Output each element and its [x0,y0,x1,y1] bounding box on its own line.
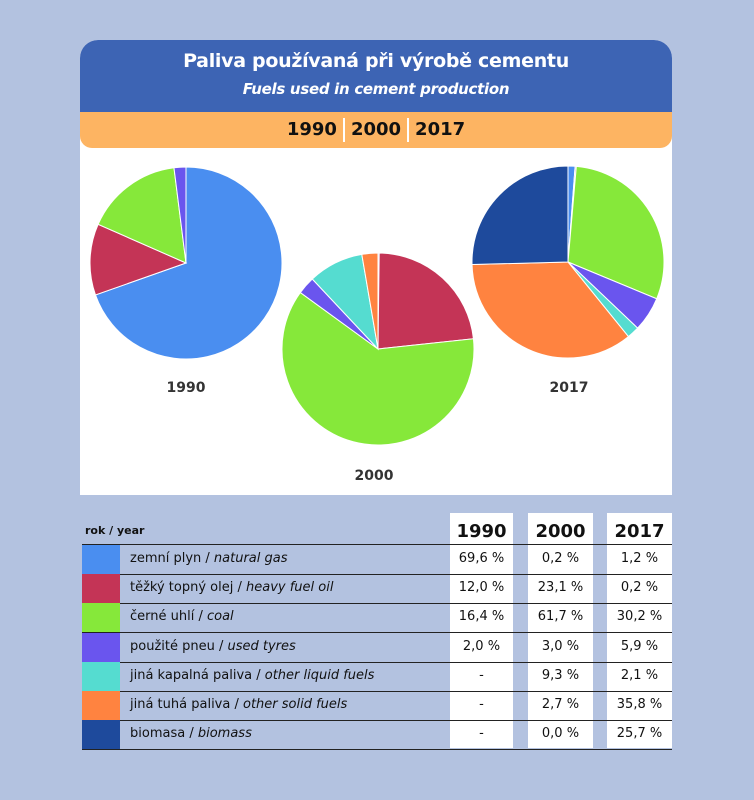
table-row: biomasa / biomass - 0,0 % 25,7 % [82,720,672,751]
row-label-czech: jiná tuhá paliva / [130,697,243,712]
legend-swatch [82,545,120,574]
pie-chart-1990 [89,166,283,360]
legend-swatch [82,720,120,750]
pie-slice-used-tyres [173,166,187,264]
column-bg-2000 [528,513,593,748]
pie-slice-natural-gas [94,166,283,360]
pie-chart-2000 [281,252,475,446]
table-cell: 1,2 % [620,551,659,566]
band-year-2000: 2000 [350,119,402,140]
pie-slice-heavy-fuel-oil [377,252,475,350]
pie-slice-other-solid-fuels [471,261,630,359]
column-bg-1990 [450,513,513,748]
row-label-english: other liquid fuels [264,667,375,683]
column-header-2000: 2000 [535,521,586,542]
table-cell: 69,6 % [458,551,505,566]
table-cell: 23,1 % [537,580,584,596]
title-czech: Paliva používaná při výrobě cementu [183,50,569,72]
title-english: Fuels used in cement production [242,80,510,98]
table-cell: 5,9 % [620,638,659,654]
row-label-czech: biomasa / [130,726,198,742]
pie-slice-biomass [471,165,569,266]
row-label-czech: těžký topný olej / [130,580,246,596]
table-row: černé uhlí / coal 16,4 % 61,7 % 30,2 % [82,603,672,634]
table-cell: 30,2 % [616,609,663,625]
pie-slice-coal [567,165,665,300]
row-label: zemní plyn / natural gas [130,551,288,566]
row-label-czech: černé uhlí / [130,609,207,625]
table-cell: 9,3 % [541,667,580,683]
table-cell: 0,2 % [541,551,580,566]
table-row: zemní plyn / natural gas 69,6 % 0,2 % 1,2 % [82,545,672,575]
band-year-2017: 2017 [415,119,466,140]
table-top-rule [82,544,672,545]
table-cell: 2,1 % [620,667,659,683]
pie-label-2000: 2000 [354,468,394,484]
pie-label-2017: 2017 [549,380,589,396]
table-cell: 0,2 % [620,580,659,596]
legend-swatch [82,632,120,662]
table-cell: 12,0 % [458,580,505,596]
table-cell: 3,0 % [541,638,580,654]
row-label: biomasa / biomass [130,726,252,741]
legend-swatch [82,603,120,633]
column-header-1990: 1990 [456,521,507,542]
table-cell: 35,8 % [616,697,663,712]
row-label-english: coal [206,609,234,625]
table-cell: 25,7 % [616,726,663,742]
table-row: použité pneu / used tyres 2,0 % 3,0 % 5,9 % [82,632,672,663]
pie-chart-2017 [471,165,665,359]
band-year-1990: 1990 [286,119,337,140]
row-label-english: other solid fuels [242,697,348,712]
legend-swatch [82,661,120,691]
pie-slice-heavy-fuel-oil [89,223,188,296]
row-label-czech: jiná kapalná paliva / [130,667,265,683]
row-label: jiná kapalná paliva / other liquid fuels [130,668,374,683]
column-bg-2017 [607,513,672,748]
band-separator [407,118,410,142]
row-label-english: biomass [197,726,252,742]
table-cell: - [479,667,484,683]
pie-slice-coal [281,291,475,446]
pie-slice-coal [97,167,187,264]
legend-swatch [82,574,120,604]
legend-swatch [82,691,120,720]
row-label-english: used tyres [227,638,296,654]
table-cell: - [479,726,484,742]
column-header-2017: 2017 [614,521,665,542]
table-row: jiná kapalná paliva / other liquid fuels… [82,661,672,692]
row-label-english: natural gas [213,551,288,566]
band-separator [342,118,345,142]
title-header: Paliva používaná při výrobě cementu Fuel… [80,40,672,112]
row-label-czech: zemní plyn / [130,551,214,566]
table-row: jiná tuhá paliva / other solid fuels - 2,7… [82,691,672,721]
table-cell: - [479,697,484,712]
table-cell: 2,7 % [541,697,580,712]
pie-label-1990: 1990 [166,380,206,396]
table-cell: 61,7 % [537,609,584,625]
pie-slice-other-solid-fuels [361,252,379,350]
row-header-label: rok / year [85,524,145,537]
row-label: jiná tuhá paliva / other solid fuels [130,697,347,712]
row-label: použité pneu / used tyres [130,639,296,654]
table-cell: 0,0 % [541,726,580,742]
row-label: černé uhlí / coal [130,609,234,624]
row-label-english: heavy fuel oil [246,580,334,596]
row-label: těžký topný olej / heavy fuel oil [130,580,333,595]
table-cell: 16,4 % [458,609,505,625]
table-cell: 2,0 % [462,638,501,654]
row-label-czech: použité pneu / [130,638,228,654]
table-row: těžký topný olej / heavy fuel oil 12,0 % 2… [82,574,672,605]
years-band: 1990 2000 2017 [80,112,672,148]
